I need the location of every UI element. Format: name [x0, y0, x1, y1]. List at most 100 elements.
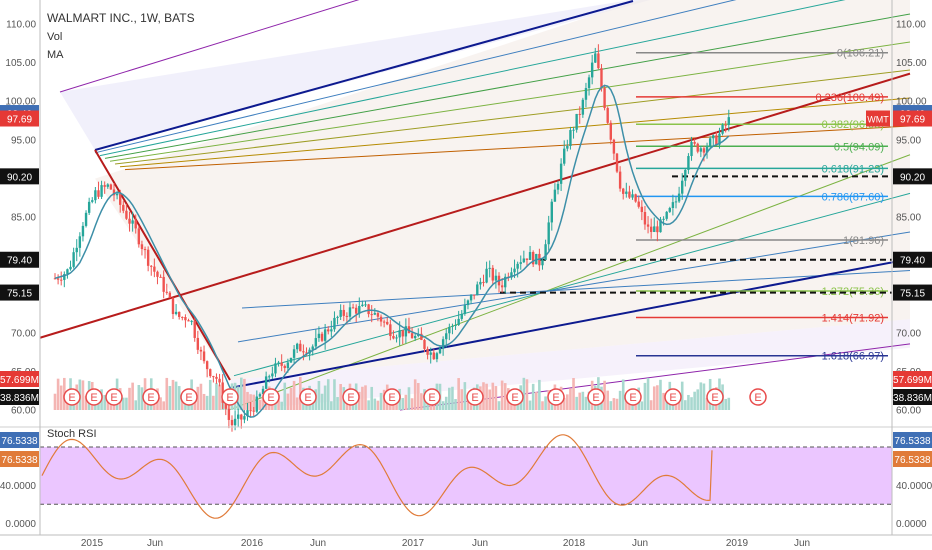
price-badge-label: 90.20 — [900, 172, 925, 183]
earnings-marker-label-5: E — [226, 392, 233, 404]
volume-bar — [441, 401, 445, 410]
volume-bar — [646, 377, 650, 410]
pitchfork-inner-line-upper-0 — [94, 0, 737, 154]
earnings-marker-circle-11[interactable] — [466, 388, 484, 406]
volume-bar — [404, 394, 408, 410]
volume-bar — [243, 378, 246, 410]
candle-body — [504, 276, 507, 288]
time-tick-label: 2019 — [726, 538, 749, 549]
candle-body — [482, 281, 485, 283]
pitchfork-far-upper-line — [59, 0, 360, 93]
candle-body — [230, 419, 234, 426]
earnings-marker-label-2: E — [110, 392, 117, 404]
earnings-marker-circle-5[interactable] — [221, 388, 239, 406]
time-tick-label: Jun — [632, 538, 648, 549]
volume-bar — [373, 398, 377, 410]
candle-body — [705, 146, 709, 153]
volume-bar — [410, 398, 414, 410]
pitchfork-lower-outer-line — [229, 257, 911, 389]
earnings-marker-circle-15[interactable] — [624, 388, 642, 406]
earnings-marker-circle-3[interactable] — [142, 388, 160, 406]
fib-level-label-1: 0.236(100.49) — [816, 92, 885, 104]
candle-body — [448, 326, 451, 334]
volume-bar — [693, 391, 696, 410]
earnings-marker-circle-10[interactable] — [423, 388, 441, 406]
volume-bar — [454, 399, 457, 410]
candle-body — [103, 185, 106, 187]
volume-bar — [485, 383, 488, 410]
volume-bar — [106, 401, 110, 410]
candle-body — [572, 129, 575, 131]
candle-body — [696, 143, 699, 152]
earnings-marker-circle-9[interactable] — [383, 388, 401, 406]
volume-bar — [212, 395, 215, 410]
wmt-tag-bg — [866, 110, 890, 127]
volume-bar — [252, 394, 256, 410]
stoch-tick-label: 40.0000 — [0, 481, 36, 492]
candle-body — [97, 190, 100, 197]
candle-body — [662, 218, 665, 220]
candle-body — [264, 376, 268, 389]
candle-body — [519, 262, 522, 264]
earnings-marker-circle-16[interactable] — [664, 388, 682, 406]
earnings-marker-circle-18[interactable] — [749, 388, 767, 406]
price-badge-bg — [0, 251, 39, 268]
volume-bar — [621, 379, 625, 410]
earnings-marker-circle-17[interactable] — [706, 388, 724, 406]
candle-body — [398, 330, 401, 338]
earnings-marker-circle-1[interactable] — [85, 388, 103, 406]
candle-body — [174, 311, 178, 315]
candle-body — [649, 226, 653, 232]
candle-body — [128, 218, 131, 224]
candle-body — [109, 184, 113, 190]
volume-bar — [541, 401, 544, 410]
earnings-marker-circle-7[interactable] — [299, 388, 317, 406]
earnings-marker-circle-0[interactable] — [63, 388, 81, 406]
volume-bar — [649, 400, 653, 410]
volume-bar — [503, 383, 507, 410]
candle-body — [513, 268, 516, 273]
candle-body — [684, 169, 687, 181]
candle-body — [69, 266, 72, 270]
price-badge-bg — [0, 371, 39, 387]
pitchfork-inner-line-upper-4 — [114, 69, 911, 165]
price-badge-label: 57.699M — [0, 375, 39, 386]
volume-bar — [128, 387, 131, 410]
volume-bar — [584, 396, 588, 410]
volume-bar — [283, 382, 287, 410]
volume-bar — [488, 389, 491, 410]
volume-bar — [531, 383, 535, 410]
candle-body — [603, 88, 606, 109]
earnings-marker-circle-12[interactable] — [506, 388, 524, 406]
price-badge-bg — [0, 389, 39, 405]
earnings-marker-circle-2[interactable] — [105, 388, 123, 406]
earnings-marker-circle-4[interactable] — [180, 388, 198, 406]
volume-bar — [193, 397, 197, 410]
candle-body — [305, 352, 308, 354]
price-tick-label: 105.00 — [896, 58, 927, 69]
candle-body — [153, 266, 156, 272]
volume-bar — [491, 382, 495, 410]
earnings-marker-circle-14[interactable] — [587, 388, 605, 406]
wmt-tag-label: WMT — [867, 115, 889, 125]
candle-body — [81, 225, 85, 237]
candle-body — [94, 190, 97, 201]
earnings-marker-circle-13[interactable] — [547, 388, 565, 406]
candle-body — [715, 135, 718, 145]
candle-body — [196, 337, 200, 350]
time-tick-label: Jun — [472, 538, 488, 549]
volume-bar — [165, 377, 169, 410]
earnings-marker-circle-6[interactable] — [262, 388, 280, 406]
volume-bar — [575, 396, 578, 410]
candle-body — [600, 68, 603, 89]
candle-body — [488, 267, 491, 269]
candle-body — [389, 324, 392, 337]
candle-body — [578, 113, 581, 115]
stoch-rsi-line — [41, 434, 713, 519]
candle-body — [72, 252, 75, 267]
candle-body — [209, 369, 212, 377]
volume-bar — [705, 397, 709, 410]
earnings-marker-circle-8[interactable] — [342, 388, 360, 406]
candle-body — [156, 271, 159, 277]
